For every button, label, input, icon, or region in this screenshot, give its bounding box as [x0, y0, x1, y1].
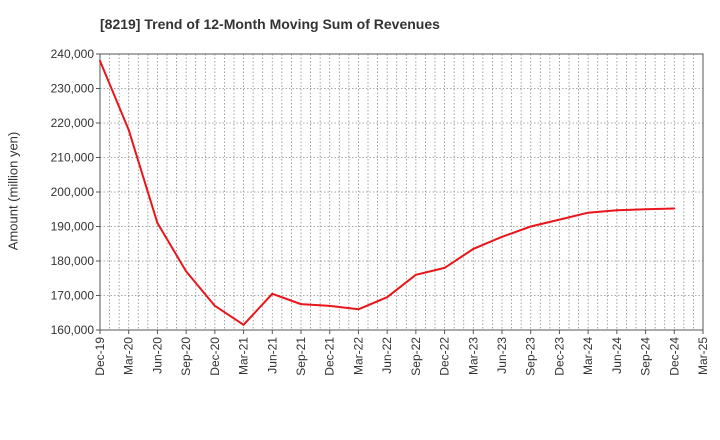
x-tick-label: Dec-19: [93, 337, 107, 376]
y-tick-label: 240,000: [51, 47, 95, 61]
x-tick-label: Dec-22: [438, 337, 452, 376]
x-tick-label: Sep-22: [409, 337, 423, 376]
data-point: [386, 296, 389, 299]
y-tick-label: 180,000: [51, 254, 95, 268]
y-tick-label: 170,000: [51, 289, 95, 303]
chart-title: [8219] Trend of 12-Month Moving Sum of R…: [100, 16, 440, 32]
data-point: [558, 218, 561, 221]
data-point: [328, 304, 331, 307]
data-point: [529, 225, 532, 228]
x-tick-label: Sep-24: [639, 337, 653, 376]
data-point: [587, 211, 590, 214]
data-point: [414, 273, 417, 276]
data-point: [127, 128, 130, 131]
x-tick-label: Mar-24: [581, 337, 595, 375]
data-point: [300, 303, 302, 306]
data-point: [242, 323, 245, 326]
data-point: [357, 308, 360, 311]
y-tick-label: 190,000: [51, 220, 95, 234]
x-tick-label: Dec-23: [552, 337, 566, 376]
x-tick-label: Sep-23: [524, 337, 538, 376]
data-point: [156, 222, 159, 225]
data-point: [443, 266, 446, 269]
y-tick-label: 220,000: [51, 116, 95, 130]
data-point: [213, 304, 216, 307]
y-tick-label: 200,000: [51, 185, 95, 199]
x-tick-label: Mar-22: [351, 337, 365, 375]
x-tick-label: Jun-20: [150, 337, 164, 374]
x-tick-label: Jun-22: [380, 337, 394, 374]
data-point: [615, 209, 618, 212]
data-point: [185, 270, 188, 273]
x-tick-label: Jun-24: [610, 337, 624, 374]
data-point: [644, 208, 647, 211]
x-tick-label: Mar-25: [696, 337, 710, 375]
y-tick-label: 230,000: [51, 82, 95, 96]
data-point: [472, 247, 475, 250]
x-tick-label: Mar-23: [466, 337, 480, 375]
x-tick-label: Dec-21: [323, 337, 337, 376]
x-tick-label: Sep-21: [294, 337, 308, 376]
data-point: [501, 235, 503, 238]
x-tick-label: Jun-23: [495, 337, 509, 374]
y-tick-label: 160,000: [51, 323, 95, 337]
y-tick-label: 210,000: [51, 151, 95, 165]
x-tick-label: Sep-20: [179, 337, 193, 376]
x-tick-label: Mar-21: [237, 337, 251, 375]
x-tick-label: Jun-21: [265, 337, 279, 374]
x-tick-label: Mar-20: [122, 337, 136, 375]
data-point: [673, 207, 676, 210]
data-point: [271, 292, 274, 295]
x-tick-label: Dec-24: [667, 337, 681, 376]
x-tick-label: Dec-20: [208, 337, 222, 376]
data-point: [99, 59, 101, 62]
